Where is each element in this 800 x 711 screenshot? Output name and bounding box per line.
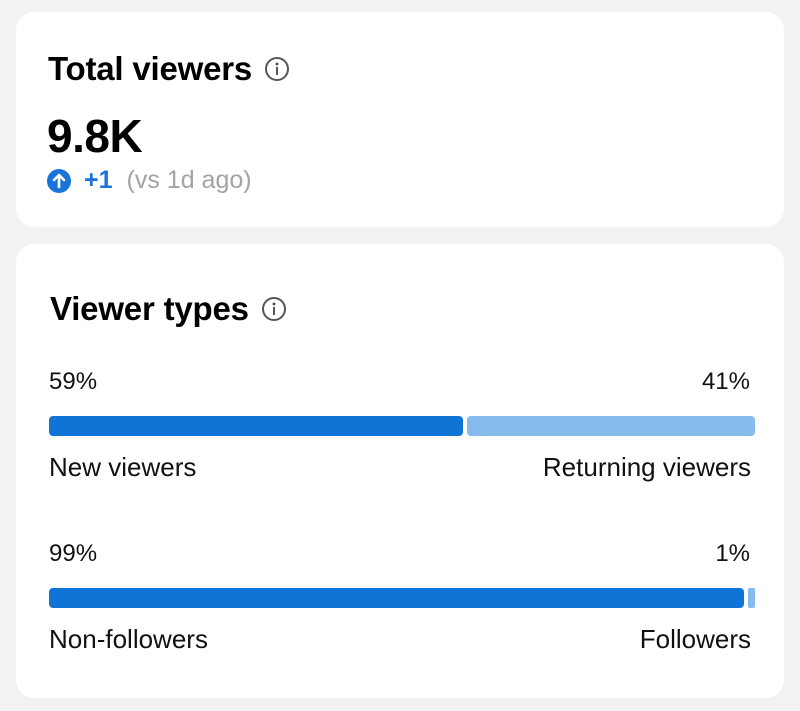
new-returning-bar — [49, 416, 755, 436]
returning-viewers-percent: 41% — [701, 368, 750, 395]
new-viewers-label: New viewers — [49, 452, 197, 482]
viewers-change-row: +1 (vs 1d ago) — [46, 166, 252, 195]
arrow-up-circle-icon — [46, 168, 72, 194]
returning-viewers-bar-segment — [467, 416, 755, 436]
returning-viewers-label: Returning viewers — [542, 452, 751, 482]
followers-bar-segment — [748, 588, 755, 608]
total-viewers-value: 9.8K — [47, 110, 143, 162]
followers-percent: 1% — [715, 540, 750, 567]
non-followers-percent: 99% — [49, 540, 98, 567]
followers-bar — [49, 588, 755, 608]
viewer-types-header: Viewer types — [50, 290, 287, 328]
non-followers-label: Non-followers — [49, 624, 208, 654]
viewers-change-value: +1 — [84, 166, 113, 194]
total-viewers-title: Total viewers — [48, 50, 253, 87]
viewer-types-title: Viewer types — [50, 290, 249, 327]
new-viewers-bar-segment — [49, 416, 463, 436]
new-viewers-percent: 59% — [49, 368, 98, 395]
info-icon[interactable] — [264, 56, 290, 82]
viewers-change-comparison: (vs 1d ago) — [126, 166, 252, 194]
viewer-types-card: Viewer types 59% 41% New viewers Returni… — [16, 244, 784, 698]
followers-label: Followers — [639, 624, 751, 654]
total-viewers-header: Total viewers — [48, 50, 290, 88]
total-viewers-card: Total viewers 9.8K +1 (vs 1d ago) — [16, 12, 784, 227]
info-icon[interactable] — [261, 296, 287, 322]
non-followers-bar-segment — [49, 588, 744, 608]
